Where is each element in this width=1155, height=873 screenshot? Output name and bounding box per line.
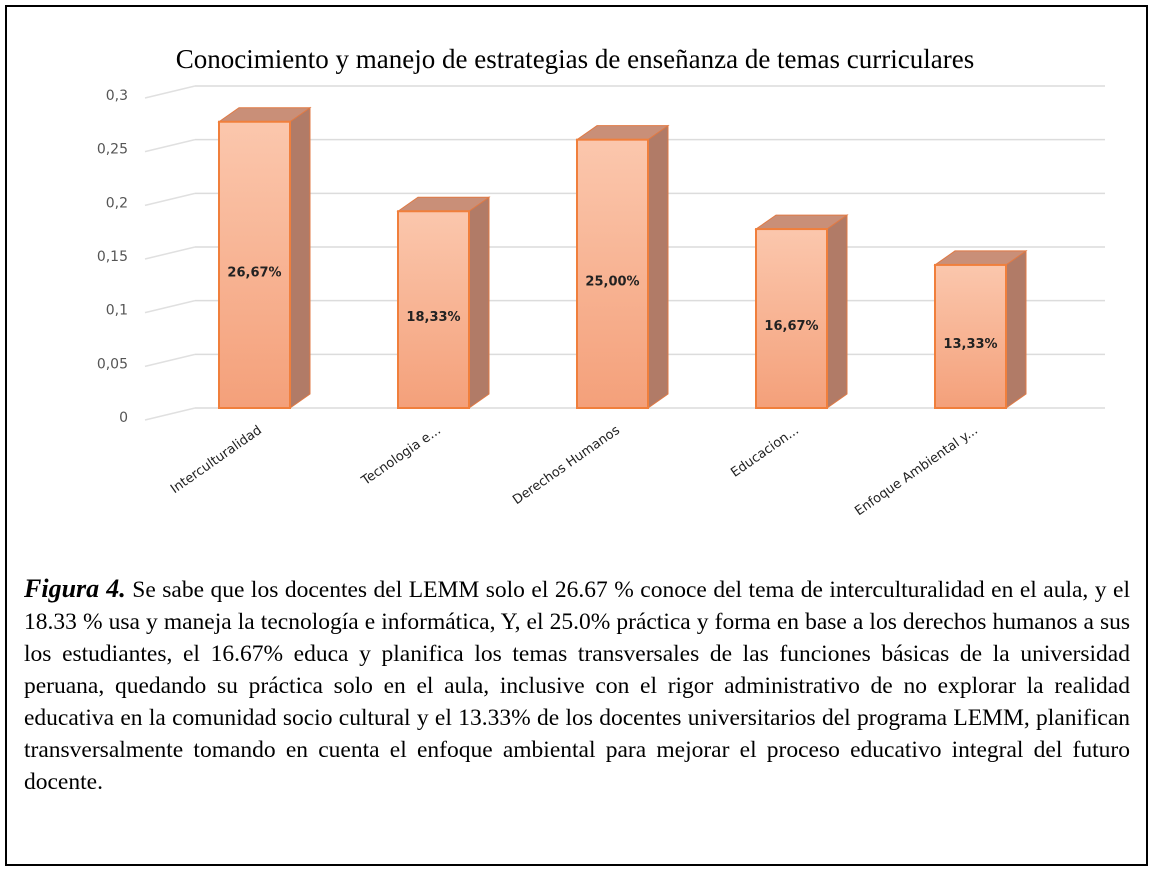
y-tick-label: 0 bbox=[119, 410, 128, 426]
y-tick-label: 0,25 bbox=[97, 142, 128, 158]
value-label: 13,33% bbox=[943, 337, 997, 352]
caption-text: Se sabe que los docentes del LEMM solo e… bbox=[24, 577, 1130, 795]
chart-title: Conocimiento y manejo de estrategias de … bbox=[176, 44, 974, 74]
caption: Figura 4. Se sabe que los docentes del L… bbox=[24, 573, 1130, 798]
y-tick-label: 0,05 bbox=[97, 356, 128, 372]
bar bbox=[934, 263, 1007, 409]
grid-line bbox=[144, 138, 196, 153]
x-tick-label: Derechos Humanos bbox=[510, 423, 623, 508]
grid-line bbox=[144, 299, 196, 314]
x-tick-label: Tecnologia e... bbox=[358, 423, 444, 489]
grid-line bbox=[144, 192, 196, 207]
bar-side bbox=[826, 214, 848, 409]
bar bbox=[218, 120, 291, 409]
bar-side bbox=[647, 124, 669, 409]
y-tick-label: 0,3 bbox=[106, 88, 128, 104]
bar bbox=[755, 228, 828, 409]
bar-side bbox=[289, 106, 311, 409]
caption-label: Figura 4. bbox=[24, 574, 126, 603]
grid-line bbox=[144, 353, 196, 368]
plot: 0 0,05 0,1 0,15 0,2 0,25 0,3 Interculturalidad 2… bbox=[97, 85, 1105, 519]
value-label: 18,33% bbox=[406, 310, 460, 325]
y-tick-label: 0,2 bbox=[106, 195, 128, 211]
y-tick-label: 0,1 bbox=[106, 303, 128, 319]
chart: Conocimiento y manejo de estrategias de … bbox=[97, 44, 1105, 519]
bar bbox=[397, 210, 470, 409]
value-label: 26,67% bbox=[227, 265, 281, 280]
grid-line bbox=[144, 246, 196, 260]
value-label: 16,67% bbox=[764, 319, 818, 334]
bar bbox=[576, 138, 649, 410]
x-tick-label: Educacion... bbox=[728, 423, 801, 481]
frame bbox=[5, 5, 1148, 866]
value-label: 25,00% bbox=[585, 274, 639, 289]
bar-side bbox=[1005, 249, 1027, 409]
bar-side bbox=[468, 196, 490, 409]
grid-line bbox=[144, 85, 196, 99]
x-tick-label: Enfoque Ambiental y... bbox=[852, 423, 980, 519]
y-tick-label: 0,15 bbox=[97, 249, 128, 265]
x-tick-label: Interculturalidad bbox=[168, 423, 265, 497]
grid-line bbox=[144, 407, 196, 421]
